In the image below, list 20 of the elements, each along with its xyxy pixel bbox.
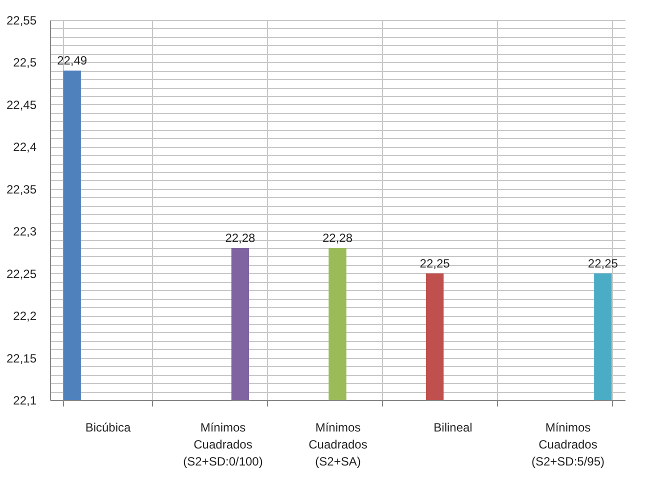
data-label: 22,49	[57, 54, 88, 68]
x-tick-label: Bilineal	[434, 420, 472, 434]
x-tick-label: Mínimos Cuadrados (S2+SA)	[308, 420, 368, 468]
y-tick-label: 22,35	[6, 182, 37, 196]
y-tick-label: 22,1	[13, 394, 37, 408]
x-tick-label: Bicúbica	[85, 420, 132, 434]
data-label: 22,28	[322, 231, 353, 245]
y-tick-label: 22,3	[13, 224, 37, 239]
data-label: 22,28	[225, 231, 256, 245]
y-tick-label: 22,45	[6, 98, 37, 112]
y-tick-label: 22,2	[13, 309, 37, 324]
y-tick-label: 22,55	[6, 14, 37, 28]
data-label: 22,25	[588, 256, 618, 270]
y-tick-label: 22,15	[6, 351, 37, 366]
y-tick-label: 22,4	[13, 140, 37, 154]
x-tick-label: Mínimos Cuadrados (S2+SD:0/100)	[183, 420, 263, 468]
y-tick-label: 22,25	[6, 266, 37, 281]
y-tick-label: 22,5	[13, 56, 37, 70]
data-label: 22,25	[420, 256, 450, 270]
x-tick-label: Mínimos Cuadrados (S2+SD:5/95)	[531, 420, 605, 468]
